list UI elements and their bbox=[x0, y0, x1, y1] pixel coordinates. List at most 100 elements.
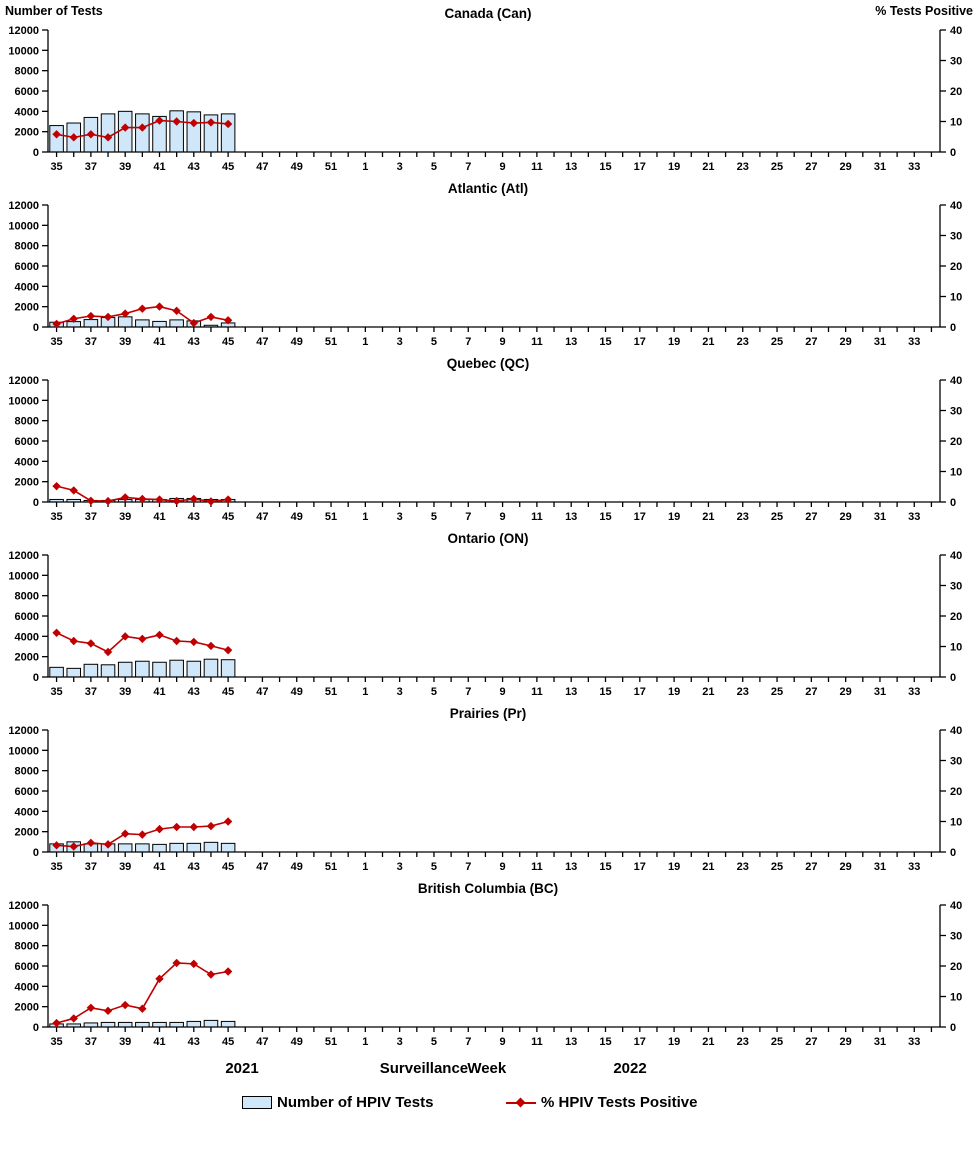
marker-diamond bbox=[120, 309, 130, 318]
marker-diamond bbox=[86, 496, 96, 505]
svg-text:21: 21 bbox=[702, 336, 714, 348]
marker-diamond bbox=[138, 634, 147, 644]
svg-text:10000: 10000 bbox=[8, 45, 39, 57]
svg-text:29: 29 bbox=[840, 511, 852, 523]
svg-text:49: 49 bbox=[291, 336, 303, 348]
svg-text:11: 11 bbox=[531, 161, 543, 173]
positivity-line bbox=[56, 962, 229, 1024]
legend-label-tests: Number of HPIV Tests bbox=[277, 1094, 434, 1111]
svg-text:33: 33 bbox=[908, 686, 920, 698]
svg-text:41: 41 bbox=[153, 336, 165, 348]
marker-diamond bbox=[189, 118, 199, 128]
svg-text:43: 43 bbox=[188, 1036, 200, 1048]
marker-diamond bbox=[155, 302, 164, 311]
svg-text:45: 45 bbox=[222, 1036, 234, 1048]
bar-legend-swatch-icon bbox=[242, 1096, 272, 1109]
svg-text:13: 13 bbox=[565, 336, 577, 348]
svg-text:33: 33 bbox=[908, 1036, 920, 1048]
svg-text:27: 27 bbox=[805, 511, 817, 523]
legend-label-positive: % HPIV Tests Positive bbox=[541, 1094, 698, 1111]
svg-text:30: 30 bbox=[950, 231, 962, 243]
svg-text:6000: 6000 bbox=[15, 961, 39, 973]
marker-diamond bbox=[189, 637, 199, 647]
svg-text:8000: 8000 bbox=[15, 241, 39, 253]
svg-text:5: 5 bbox=[431, 511, 437, 523]
svg-text:21: 21 bbox=[702, 1036, 714, 1048]
svg-text:40: 40 bbox=[950, 200, 962, 212]
bar bbox=[169, 1021, 184, 1028]
marker-diamond bbox=[120, 1000, 130, 1010]
marker-diamond bbox=[103, 1006, 113, 1016]
marker-diamond bbox=[189, 822, 199, 832]
svg-text:20: 20 bbox=[950, 611, 962, 623]
svg-text:15: 15 bbox=[599, 161, 611, 173]
svg-text:13: 13 bbox=[565, 161, 577, 173]
marker-diamond bbox=[86, 1003, 96, 1012]
svg-text:2000: 2000 bbox=[15, 652, 39, 664]
marker-diamond bbox=[52, 628, 61, 637]
svg-text:9: 9 bbox=[500, 161, 506, 173]
svg-text:31: 31 bbox=[874, 686, 886, 698]
svg-text:1: 1 bbox=[362, 686, 368, 698]
panel-header: Ontario (ON) bbox=[0, 529, 976, 549]
marker-diamond bbox=[172, 636, 181, 646]
svg-text:35: 35 bbox=[50, 336, 62, 348]
svg-text:0: 0 bbox=[950, 1022, 956, 1034]
svg-text:41: 41 bbox=[153, 161, 165, 173]
svg-text:23: 23 bbox=[737, 161, 749, 173]
marker-diamond bbox=[120, 632, 130, 641]
svg-text:41: 41 bbox=[153, 1036, 165, 1048]
marker-diamond bbox=[138, 304, 147, 313]
svg-text:12000: 12000 bbox=[8, 25, 39, 37]
svg-text:20: 20 bbox=[950, 436, 962, 448]
svg-text:0: 0 bbox=[33, 1022, 39, 1034]
marker-diamond bbox=[206, 312, 216, 322]
chart-panel-british-columbia: British Columbia (BC) 0 2000 4000 6000 8000 1… bbox=[0, 879, 976, 1054]
panel-title: Quebec (QC) bbox=[446, 356, 530, 371]
svg-text:0: 0 bbox=[33, 497, 39, 509]
svg-text:40: 40 bbox=[950, 375, 962, 387]
bar bbox=[66, 667, 82, 678]
svg-text:0: 0 bbox=[33, 322, 39, 334]
marker-diamond bbox=[155, 630, 164, 640]
panel-header: Quebec (QC) bbox=[0, 354, 976, 374]
svg-text:0: 0 bbox=[950, 147, 956, 159]
svg-text:20: 20 bbox=[950, 786, 962, 798]
svg-text:20: 20 bbox=[950, 86, 962, 98]
svg-text:12000: 12000 bbox=[8, 900, 39, 912]
svg-text:1: 1 bbox=[362, 861, 368, 873]
svg-text:3: 3 bbox=[397, 1036, 403, 1048]
svg-text:21: 21 bbox=[702, 161, 714, 173]
svg-text:25: 25 bbox=[771, 511, 783, 523]
svg-text:29: 29 bbox=[840, 161, 852, 173]
svg-text:13: 13 bbox=[565, 511, 577, 523]
svg-text:31: 31 bbox=[874, 336, 886, 348]
svg-text:23: 23 bbox=[737, 686, 749, 698]
svg-text:39: 39 bbox=[119, 511, 131, 523]
svg-text:17: 17 bbox=[634, 1036, 646, 1048]
svg-text:7: 7 bbox=[465, 161, 471, 173]
svg-text:5: 5 bbox=[431, 686, 437, 698]
svg-text:4000: 4000 bbox=[15, 106, 39, 118]
chart-panel-quebec: Quebec (QC) 0 2000 4000 6000 8000 10000 12000 0… bbox=[0, 354, 976, 529]
svg-text:51: 51 bbox=[325, 686, 337, 698]
svg-text:51: 51 bbox=[325, 161, 337, 173]
bar bbox=[117, 316, 133, 328]
svg-text:1: 1 bbox=[362, 336, 368, 348]
bar bbox=[152, 843, 167, 853]
marker-diamond bbox=[69, 1014, 78, 1023]
line-legend-swatch-icon bbox=[506, 1096, 536, 1109]
svg-text:3: 3 bbox=[397, 511, 403, 523]
svg-text:6000: 6000 bbox=[15, 436, 39, 448]
svg-text:27: 27 bbox=[805, 161, 817, 173]
svg-text:9: 9 bbox=[500, 511, 506, 523]
svg-text:23: 23 bbox=[737, 336, 749, 348]
hpiv-surveillance-figure: Number of Tests Canada (Can) % Tests Pos… bbox=[0, 4, 976, 1126]
svg-text:2000: 2000 bbox=[15, 302, 39, 314]
svg-text:5: 5 bbox=[431, 1036, 437, 1048]
svg-text:4000: 4000 bbox=[15, 981, 39, 993]
legend-item-positive: % HPIV Tests Positive bbox=[506, 1094, 697, 1111]
svg-text:39: 39 bbox=[119, 161, 131, 173]
svg-text:6000: 6000 bbox=[15, 611, 39, 623]
